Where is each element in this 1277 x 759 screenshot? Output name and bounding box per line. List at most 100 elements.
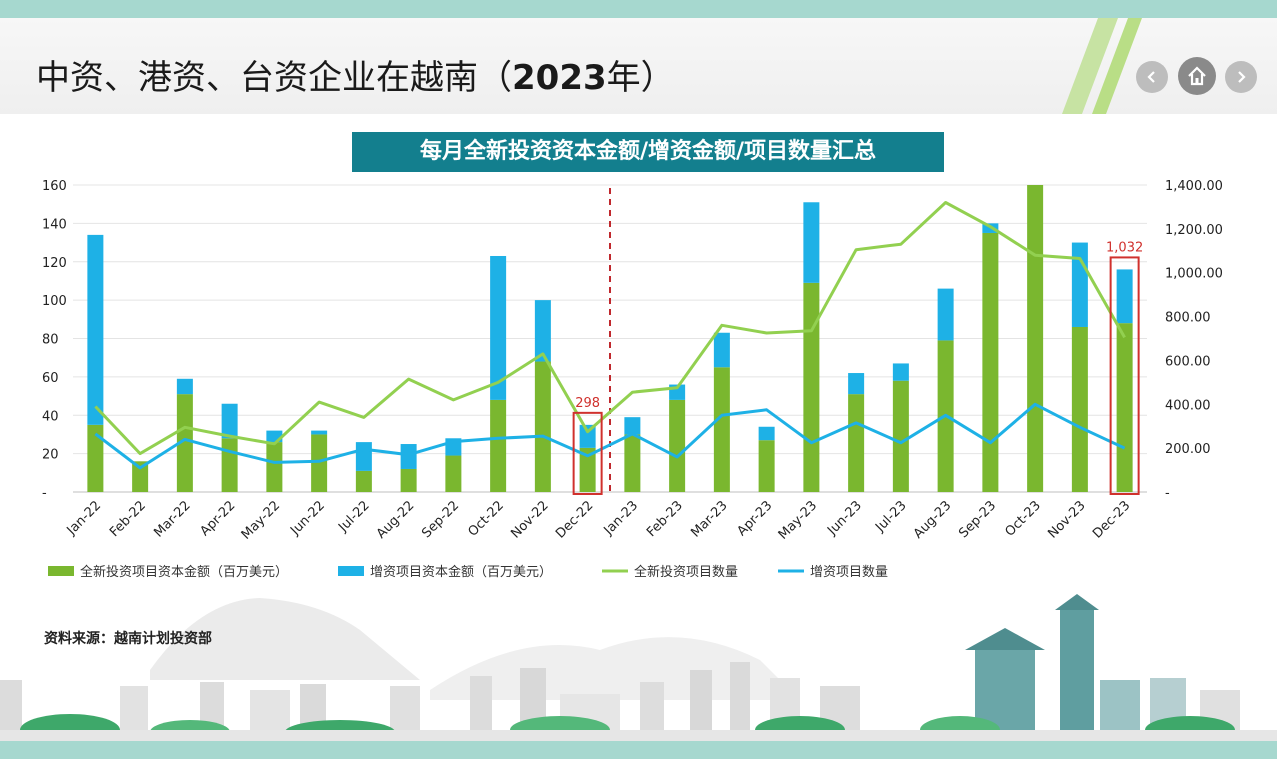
bar-additional-investment — [400, 444, 417, 469]
bar-additional-investment — [803, 202, 820, 283]
y-right-tick-label: 1,400.00 — [1165, 179, 1223, 194]
bar-additional-investment — [1071, 242, 1088, 327]
title-regular: 中资、港资、台资企业在越南（ — [36, 58, 512, 98]
x-tick-label: Sep-23 — [956, 498, 999, 541]
x-tick-label: May-22 — [239, 498, 283, 542]
x-tick-label: Dec-23 — [1090, 498, 1133, 541]
bar-additional-investment — [937, 288, 954, 341]
bar-additional-investment — [1116, 269, 1133, 324]
bar-new-investment — [490, 399, 507, 492]
bar-new-investment — [1071, 326, 1088, 492]
bar-additional-investment — [892, 363, 909, 381]
bar-new-investment — [669, 399, 686, 492]
next-button[interactable] — [1225, 61, 1257, 93]
bar-additional-investment — [534, 300, 551, 362]
y-right-tick-label: 1,000.00 — [1165, 267, 1223, 282]
highlight-box — [1109, 256, 1140, 495]
bar-additional-investment — [176, 378, 193, 395]
chart: - 20 40 60 80 100 120 140 160 - 200.00 400.00 600.00… — [42, 179, 1223, 580]
source-note: 资料来源：越南计划投资部 — [44, 631, 212, 647]
title-tail: 年） — [606, 58, 675, 98]
bar-new-investment — [445, 455, 462, 492]
top-band — [0, 0, 1277, 18]
x-tick-label: Jul-23 — [872, 498, 909, 535]
bar-additional-investment — [221, 403, 238, 439]
home-button[interactable] — [1178, 57, 1216, 95]
y-left-tick-label: 160 — [42, 179, 67, 194]
y-left-tick-label: 80 — [42, 333, 59, 348]
x-tick-label: Aug-22 — [374, 498, 418, 542]
y-left-tick-label: - — [42, 486, 47, 501]
bar-new-investment — [221, 438, 238, 492]
highlight-box — [572, 411, 603, 495]
y-right-tick-label: 600.00 — [1165, 354, 1211, 369]
x-tick-label: May-23 — [776, 498, 820, 542]
decorative-stripes — [1062, 18, 1142, 114]
x-tick-label: Jun-22 — [287, 498, 328, 539]
chevron-left-icon — [1147, 71, 1155, 83]
y-left-tick-label: 20 — [42, 448, 59, 463]
line-new-project-count — [94, 201, 1126, 456]
x-tick-label: Oct-22 — [465, 498, 507, 540]
legend-label: 增资项目数量 — [810, 565, 888, 580]
y-left-tick-label: 40 — [42, 409, 59, 424]
bar-new-investment — [355, 470, 372, 492]
y-right-tick-label: 200.00 — [1165, 442, 1211, 457]
y-left-tick-label: 60 — [42, 371, 59, 386]
y-right-tick-label: 1,200.00 — [1165, 223, 1223, 238]
bottom-band — [0, 741, 1277, 759]
line-additional-project-count — [94, 402, 1126, 470]
y-left-tick-label: 140 — [42, 217, 67, 232]
bar-new-investment — [803, 282, 820, 492]
bar-new-investment — [1027, 185, 1044, 492]
y-right-tick-label: 400.00 — [1165, 398, 1211, 413]
x-tick-label: Jan-22 — [64, 498, 105, 539]
x-tick-label: Nov-23 — [1045, 498, 1088, 541]
prev-button[interactable] — [1136, 61, 1168, 93]
legend-swatch — [48, 566, 74, 576]
bar-additional-investment — [490, 255, 507, 400]
legend-swatch — [338, 566, 364, 576]
annotation-label: 1,032 — [1106, 240, 1143, 255]
bar-additional-investment — [311, 430, 328, 435]
x-tick-label: Jun-23 — [824, 498, 865, 539]
x-tick-label: Oct-23 — [1002, 498, 1044, 540]
x-tick-label: Feb-23 — [644, 498, 686, 540]
x-tick-label: Apr-23 — [735, 498, 776, 539]
bar-new-investment — [982, 232, 999, 492]
x-tick-label: Sep-22 — [419, 498, 462, 541]
bar-new-investment — [892, 380, 909, 492]
x-tick-label: Feb-22 — [107, 498, 149, 540]
bar-new-investment — [534, 361, 551, 492]
x-tick-label: Mar-23 — [688, 498, 730, 540]
x-tick-label: Jan-23 — [601, 498, 642, 539]
chart-title: 每月全新投资资本金额/增资金额/项目数量汇总 — [352, 132, 944, 172]
x-tick-label: Jul-22 — [335, 498, 372, 535]
bar-additional-investment — [713, 332, 730, 368]
bar-additional-investment — [624, 417, 641, 435]
bar-new-investment — [311, 434, 328, 492]
y-right-tick-label: 800.00 — [1165, 311, 1211, 326]
title-year: 2023 — [512, 58, 607, 98]
bar-new-investment — [1116, 323, 1133, 492]
header-area — [0, 18, 1277, 114]
bar-additional-investment — [758, 426, 775, 441]
bar-additional-investment — [579, 424, 596, 448]
bar-new-investment — [266, 442, 283, 492]
y-right-tick-label: - — [1165, 486, 1170, 501]
bar-new-investment — [579, 447, 596, 492]
x-tick-label: Dec-22 — [553, 498, 596, 541]
y-left-tick-label: 120 — [42, 256, 67, 271]
city-skyline-illustration — [0, 594, 1277, 742]
y-left-tick-label: 100 — [42, 294, 67, 309]
bar-additional-investment — [87, 234, 104, 425]
bar-additional-investment — [848, 373, 865, 395]
bar-new-investment — [400, 468, 417, 492]
bar-additional-investment — [266, 430, 283, 443]
x-tick-label: Apr-22 — [198, 498, 239, 539]
bar-new-investment — [87, 424, 104, 492]
chevron-right-icon — [1238, 71, 1246, 83]
bar-new-investment — [132, 461, 149, 492]
bar-new-investment — [176, 394, 193, 492]
bar-new-investment — [713, 367, 730, 492]
